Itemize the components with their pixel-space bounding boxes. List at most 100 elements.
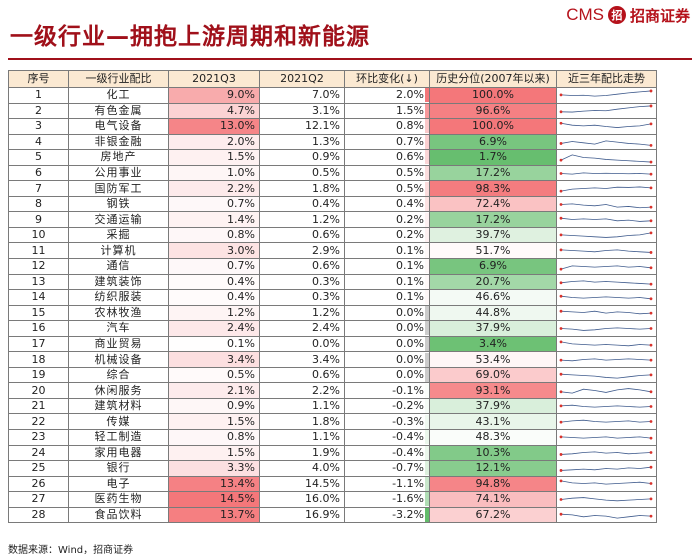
- cell-2021q3: 0.9%: [168, 397, 260, 415]
- cell-2021q2: 1.3%: [259, 133, 345, 151]
- change-value: -1.6%: [392, 492, 424, 506]
- cell-2021q3: 2.1%: [168, 382, 260, 399]
- cell-index: 27: [8, 491, 69, 508]
- change-value: 0.0%: [396, 337, 424, 351]
- change-value: 0.8%: [396, 119, 424, 133]
- cell-industry: 轻工制造: [68, 429, 169, 446]
- cell-2021q3: 2.0%: [168, 133, 260, 151]
- cell-industry: 钢铁: [68, 195, 169, 213]
- industry-allocation-table: 序号 一级行业配比 2021Q3 2021Q2 环比变化(↓) 历史分位(200…: [8, 70, 657, 524]
- change-value: 0.1%: [396, 243, 424, 257]
- cell-percentile: 12.1%: [429, 460, 557, 477]
- cell-percentile: 53.4%: [429, 351, 557, 368]
- table-row: 15 农林牧渔 1.2% 1.2% 0.0% 44.8%: [8, 304, 657, 322]
- cell-trend: [556, 226, 657, 244]
- sparkline-path: [560, 327, 652, 331]
- cell-change: 0.1%: [344, 242, 430, 260]
- sparkline-path: [560, 186, 652, 192]
- cell-industry: 化工: [68, 87, 169, 104]
- sparkline-path: [560, 140, 652, 147]
- change-value: -0.4%: [392, 445, 424, 459]
- sparkline-dot: [559, 404, 563, 407]
- cell-index: 6: [8, 164, 69, 182]
- cell-2021q2: 2.4%: [259, 320, 345, 337]
- trend-sparkline: [559, 154, 653, 164]
- sparkline-path: [560, 480, 652, 485]
- cell-2021q3: 4.7%: [168, 102, 260, 120]
- cell-2021q3: 14.5%: [168, 491, 260, 508]
- header-industry: 一级行业配比: [68, 70, 169, 88]
- cell-trend: [556, 366, 657, 384]
- cell-percentile: 6.9%: [429, 133, 557, 151]
- cell-percentile: 1.7%: [429, 149, 557, 166]
- cell-trend: [556, 258, 657, 275]
- cell-change: -0.7%: [344, 460, 430, 477]
- sparkline-path: [560, 388, 652, 394]
- cell-2021q2: 4.0%: [259, 460, 345, 477]
- cell-trend: [556, 351, 657, 368]
- sparkline-path: [560, 436, 652, 439]
- sparkline-dot: [559, 142, 563, 146]
- sparkline-path: [560, 249, 652, 254]
- sparkline-path: [560, 171, 652, 175]
- cell-percentile: 44.8%: [429, 304, 557, 322]
- sparkline-dot: [559, 512, 563, 516]
- sparkline-path: [560, 497, 652, 502]
- sparkline-path: [560, 373, 652, 379]
- cell-2021q3: 3.0%: [168, 242, 260, 260]
- cell-industry: 商业贸易: [68, 335, 169, 353]
- cell-trend: [556, 149, 657, 166]
- trend-sparkline: [559, 372, 653, 379]
- trend-sparkline: [559, 89, 653, 97]
- change-value: -0.7%: [392, 461, 424, 475]
- cell-change: 0.4%: [344, 195, 430, 213]
- cell-2021q2: 0.9%: [259, 149, 345, 166]
- page-title: 一级行业—拥抱上游周期和新能源: [10, 24, 370, 50]
- cell-2021q2: 16.0%: [259, 491, 345, 508]
- cell-2021q3: 0.5%: [168, 366, 260, 384]
- trend-sparkline: [559, 231, 653, 238]
- sparkline-dot: [559, 158, 563, 162]
- sparkline-dot: [649, 251, 653, 255]
- cell-index: 17: [8, 335, 69, 353]
- cell-2021q3: 0.8%: [168, 226, 260, 244]
- sparkline-dot: [559, 189, 563, 193]
- cell-change: 0.1%: [344, 289, 430, 306]
- table-row: 3 电气设备 13.0% 12.1% 0.8% 100.0%: [8, 118, 657, 135]
- table-row: 13 建筑装饰 0.4% 0.3% 0.1% 20.7%: [8, 273, 657, 291]
- sparkline-path: [560, 466, 652, 471]
- cell-change: -1.1%: [344, 475, 430, 493]
- cell-2021q2: 1.8%: [259, 413, 345, 431]
- cell-change: -3.2%: [344, 506, 430, 524]
- cell-2021q2: 0.5%: [259, 164, 345, 182]
- title-divider: [8, 58, 692, 60]
- cell-change: 0.1%: [344, 273, 430, 291]
- sparkline-dot: [649, 404, 653, 408]
- sparkline-dot: [559, 435, 563, 439]
- sparkline-path: [560, 295, 652, 300]
- cell-index: 1: [8, 87, 69, 104]
- trend-sparkline: [559, 358, 653, 362]
- cell-change: -0.1%: [344, 382, 430, 399]
- table-row: 4 非银金融 2.0% 1.3% 0.7% 6.9%: [8, 133, 657, 151]
- cell-2021q2: 1.2%: [259, 211, 345, 228]
- cell-industry: 国防军工: [68, 180, 169, 197]
- change-bar: [425, 383, 429, 398]
- sparkline-dot: [559, 327, 563, 330]
- trend-sparkline: [559, 186, 653, 193]
- sparkline-path: [560, 265, 652, 270]
- sparkline-dot: [559, 468, 563, 472]
- change-bar: [425, 430, 429, 445]
- sparkline-dot: [649, 327, 653, 330]
- cell-trend: [556, 475, 657, 493]
- cell-industry: 通信: [68, 258, 169, 275]
- sparkline-dot: [649, 231, 653, 234]
- cell-percentile: 6.9%: [429, 258, 557, 275]
- cell-index: 22: [8, 413, 69, 431]
- table-row: 27 医药生物 14.5% 16.0% -1.6% 74.1%: [8, 491, 657, 508]
- change-bar: [425, 461, 429, 476]
- cell-2021q3: 2.4%: [168, 320, 260, 337]
- cell-trend: [556, 102, 657, 120]
- trend-sparkline: [559, 171, 653, 176]
- cell-2021q2: 12.1%: [259, 118, 345, 135]
